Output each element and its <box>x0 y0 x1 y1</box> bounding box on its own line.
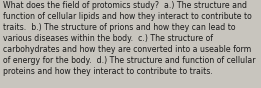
Text: What does the field of protomics study?  a.) The structure and
function of cellu: What does the field of protomics study? … <box>3 1 256 76</box>
